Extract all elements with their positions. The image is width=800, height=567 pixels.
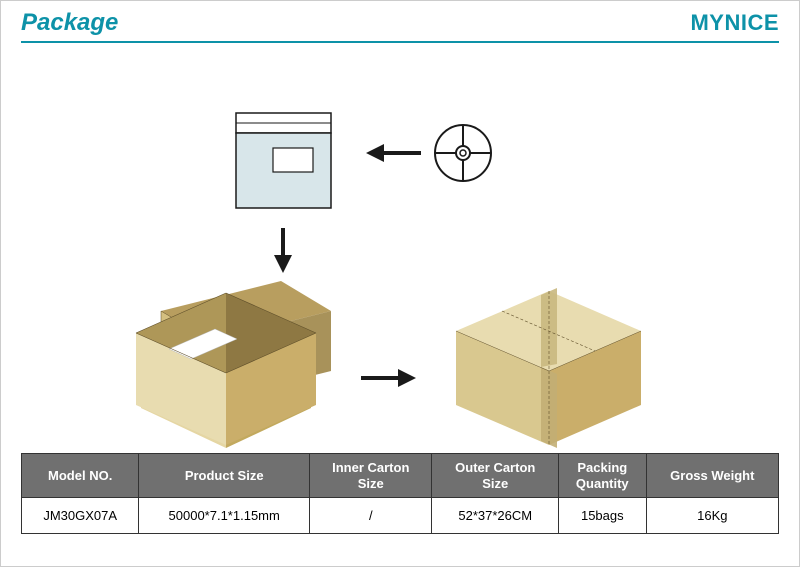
spec-table: Model NO. Product Size Inner CartonSize …: [21, 453, 779, 534]
diagram-svg: [1, 53, 800, 453]
header: Package MYNICE: [1, 1, 799, 41]
page-title: Package: [21, 9, 118, 37]
col-outer-carton: Outer CartonSize: [432, 454, 559, 498]
arrow-bag-to-openbox: [274, 228, 292, 273]
cell-product-size: 50000*7.1*1.15mm: [139, 498, 310, 534]
arrow-open-to-closed: [361, 369, 416, 387]
cell-model: JM30GX07A: [22, 498, 139, 534]
col-product-size: Product Size: [139, 454, 310, 498]
brand-logo: MYNICE: [690, 10, 779, 36]
table-row: JM30GX07A 50000*7.1*1.15mm / 52*37*26CM …: [22, 498, 779, 534]
col-packing-qty: PackingQuantity: [559, 454, 647, 498]
spec-table-wrap: Model NO. Product Size Inner CartonSize …: [1, 453, 799, 544]
col-model: Model NO.: [22, 454, 139, 498]
table-header-row: Model NO. Product Size Inner CartonSize …: [22, 454, 779, 498]
cell-gross-weight: 16Kg: [646, 498, 778, 534]
header-divider: [21, 41, 779, 43]
reel-icon: [435, 125, 491, 181]
bag-icon: [236, 113, 331, 208]
package-diagram: [1, 53, 799, 453]
col-inner-carton: Inner CartonSize: [310, 454, 432, 498]
col-gross-weight: Gross Weight: [646, 454, 778, 498]
cell-outer-carton: 52*37*26CM: [432, 498, 559, 534]
closed-box-icon: [456, 288, 641, 448]
cell-inner-carton: /: [310, 498, 432, 534]
arrow-reel-to-bag: [366, 144, 421, 162]
cell-packing-qty: 15bags: [559, 498, 647, 534]
